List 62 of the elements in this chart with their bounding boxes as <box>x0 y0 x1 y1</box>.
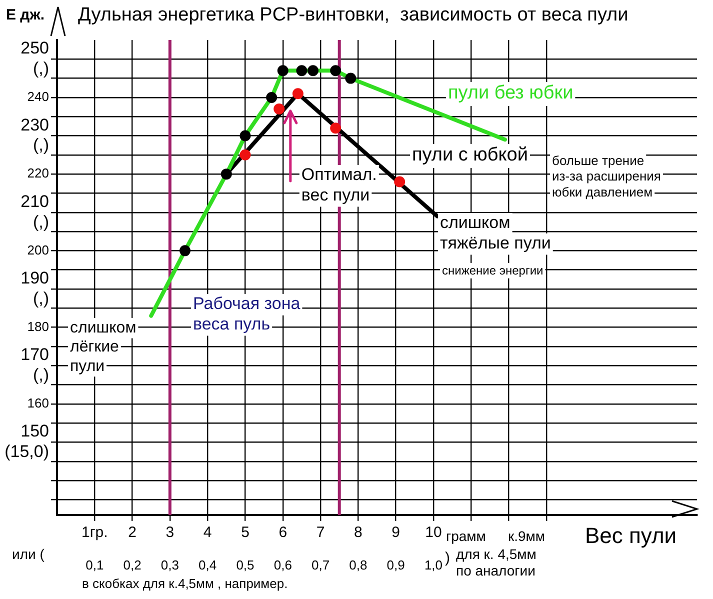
x-tick-label: 1гр. <box>81 524 108 542</box>
annotation: слишком лёгкие пули <box>70 319 136 375</box>
x-axis-title: Вес пули <box>585 523 677 548</box>
point <box>292 88 304 100</box>
series-label: пули с юбкой <box>412 144 528 166</box>
annotation: снижение энергии <box>442 263 544 278</box>
y-tick-label: 240 <box>27 89 49 104</box>
x-tick-label: 9 <box>392 524 400 542</box>
point <box>345 72 356 84</box>
x2-tick-label: 0,5 <box>236 557 254 572</box>
y-tick-label: 220 <box>27 166 49 181</box>
text: или ( <box>12 546 45 562</box>
y-tick-label: 150 (15,0) <box>4 422 49 462</box>
x2-tick-label: 0,3 <box>160 557 179 572</box>
annotation: Оптимал. вес пули <box>301 165 377 205</box>
x2-tick-label: 0,9 <box>386 557 405 572</box>
text: для к. 4,5мм по аналогии <box>456 546 536 579</box>
x-tick-label: 3 <box>166 524 174 542</box>
x-tick-label: 7 <box>316 524 325 542</box>
text: ) <box>445 550 450 567</box>
x2-tick-label: 0,7 <box>311 557 330 572</box>
text: в скобках для к.4,5мм , например. <box>82 576 288 592</box>
point <box>330 65 342 76</box>
x-tick-label: 2 <box>128 524 136 542</box>
point <box>296 65 308 76</box>
point <box>266 92 278 103</box>
x2-tick-label: 0,6 <box>274 557 292 572</box>
x-tick-label: 5 <box>241 524 250 542</box>
y-tick-label: 160 <box>27 395 49 410</box>
x2-tick-label: 0,4 <box>198 557 217 572</box>
point <box>330 122 342 134</box>
point <box>274 103 285 114</box>
y-tick-label: 230 (,) <box>20 115 49 155</box>
point <box>240 149 251 160</box>
x2-tick-label: 0,1 <box>86 557 104 572</box>
annotation: больше трение из-за расширения юбки давлением <box>552 153 661 200</box>
y-tick-label: 200 <box>27 242 49 258</box>
x-tick-label: 6 <box>278 524 288 542</box>
x2-tick-label: 0,8 <box>349 557 368 572</box>
point <box>394 176 406 188</box>
text: к.9мм <box>508 528 546 544</box>
annotation: слишком тяжёлые пули <box>440 213 551 253</box>
y-tick-label: 190 (,) <box>20 268 49 308</box>
point <box>220 168 232 180</box>
point <box>308 65 318 76</box>
chart-title: Дульная энергетика PCP-винтовки, зависимость от веса пули <box>78 4 628 26</box>
y-tick-label: 170 (,) <box>20 345 49 384</box>
annotation: Рабочая зона веса пуль <box>193 294 301 334</box>
x2-tick-label: 0,2 <box>123 557 142 572</box>
y-axis-title: E дж. <box>6 6 44 24</box>
x2-tick-label: 1,0 <box>424 557 443 572</box>
point <box>240 130 251 142</box>
x-tick-label: 4 <box>203 524 212 542</box>
series-label: пули без юбки <box>448 82 574 104</box>
point <box>277 65 288 76</box>
x-tick-label: 8 <box>354 524 362 542</box>
y-tick-label: 250 (,) <box>20 38 49 78</box>
y-tick-label: 210 (,) <box>20 192 49 232</box>
point <box>180 245 190 256</box>
x-tick-label: 10 <box>425 524 442 542</box>
text: грамм <box>446 528 486 544</box>
y-tick-label: 180 <box>27 318 49 334</box>
